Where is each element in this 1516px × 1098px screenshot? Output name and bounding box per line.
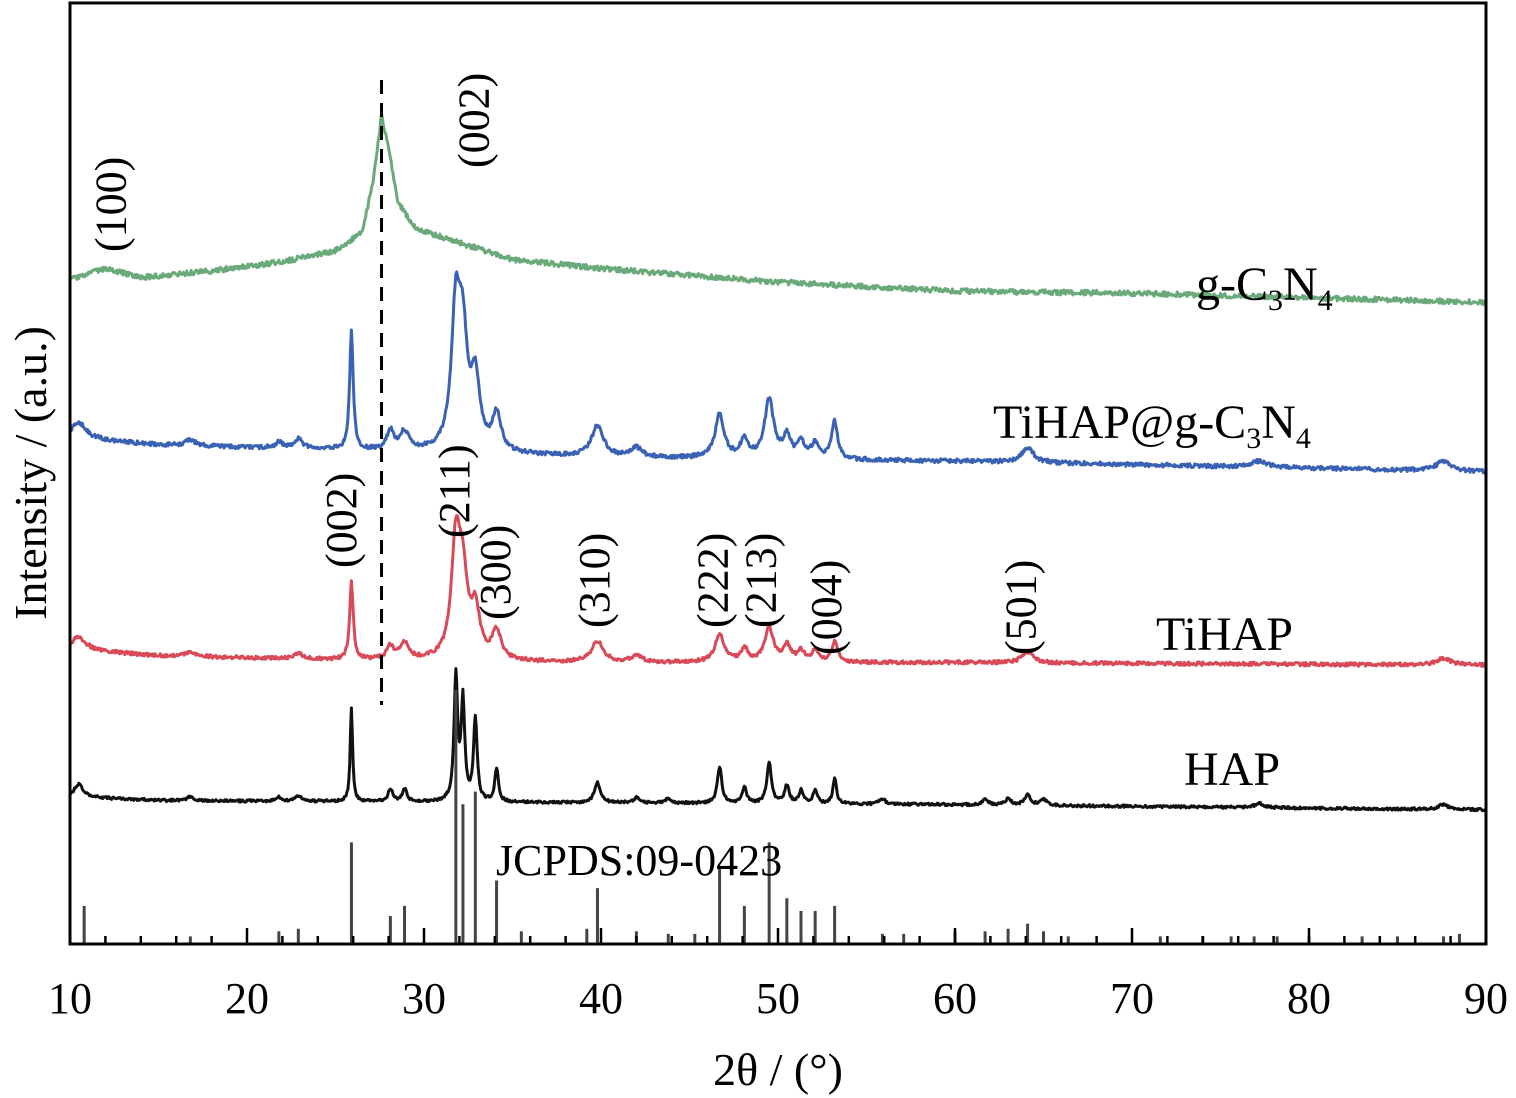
series-line-g-c3n4 bbox=[68, 111, 1488, 307]
series-layer bbox=[68, 111, 1488, 813]
x-tick-label: 10 bbox=[48, 974, 92, 1023]
x-tick-label: 50 bbox=[756, 974, 800, 1023]
series-label: HAP bbox=[1184, 743, 1280, 796]
x-tick-label: 90 bbox=[1464, 974, 1508, 1023]
x-tick-label: 40 bbox=[579, 974, 623, 1023]
peak-hkl-label: (213) bbox=[736, 533, 785, 628]
peak-hkl-label: (100) bbox=[87, 157, 136, 252]
peak-annotations: (100) (002) (002) (211)(300) (310) (222)(213)… bbox=[87, 73, 1046, 655]
series-line-tihap bbox=[68, 514, 1488, 668]
series-labels: g-C3N4 TiHAP@g-C3N4 TiHAP HAP bbox=[993, 258, 1333, 796]
series-line-tihap-g-c3n4 bbox=[68, 270, 1488, 475]
peak-hkl-label: (004) bbox=[802, 560, 851, 655]
x-tick-label: 80 bbox=[1287, 974, 1331, 1023]
peak-hkl-label: (002) bbox=[317, 473, 366, 568]
peak-hkl-label: (310) bbox=[570, 533, 619, 628]
reference-pattern-label: JCPDS:09-0423 bbox=[496, 836, 782, 885]
series-label: TiHAP@g-C3N4 bbox=[993, 396, 1311, 455]
x-tick-label: 70 bbox=[1110, 974, 1154, 1023]
reference-stick-layer bbox=[82, 690, 1461, 944]
series-label: TiHAP bbox=[1156, 608, 1293, 661]
peak-hkl-label: (211) bbox=[430, 444, 479, 538]
x-axis-title: 2θ / (°) bbox=[713, 1044, 843, 1095]
series-line-hap bbox=[69, 667, 1488, 813]
series-label: g-C3N4 bbox=[1196, 258, 1333, 317]
x-axis-ticks bbox=[68, 928, 1488, 944]
y-axis-title: Intensity / (a.u.) bbox=[5, 326, 56, 620]
x-tick-label: 60 bbox=[933, 974, 977, 1023]
peak-hkl-label: (002) bbox=[450, 73, 499, 168]
x-axis-tick-labels: 10 20 30 40 50 60 70 80 90 bbox=[48, 974, 1508, 1023]
x-tick-label: 30 bbox=[402, 974, 446, 1023]
peak-hkl-label: (501) bbox=[997, 560, 1046, 655]
peak-hkl-label: (222) bbox=[689, 533, 738, 628]
x-tick-label: 20 bbox=[225, 974, 269, 1023]
peak-hkl-label: (300) bbox=[471, 525, 520, 620]
